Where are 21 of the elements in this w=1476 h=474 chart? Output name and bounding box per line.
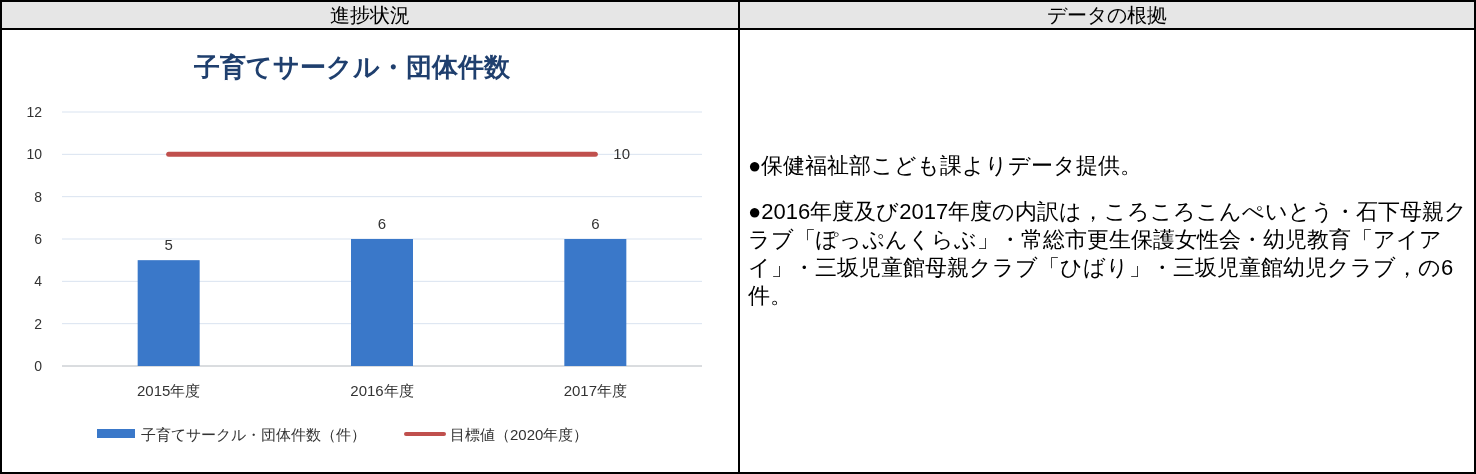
chart-title: 子育てサークル・団体件数 xyxy=(193,52,511,82)
y-tick-label: 12 xyxy=(26,104,43,120)
y-tick-label: 2 xyxy=(34,315,43,332)
y-tick-label: 0 xyxy=(34,358,43,374)
x-tick-label: 2015年度 xyxy=(136,382,201,399)
x-tick-label: 2016年度 xyxy=(350,382,414,399)
text: データの根拠 xyxy=(740,2,1474,30)
text: 進捗状況 xyxy=(2,2,740,30)
y-tick-label: 8 xyxy=(34,188,43,205)
data-label: 6 xyxy=(377,215,387,232)
data-label: 5 xyxy=(164,236,173,254)
y-tick-label: 4 xyxy=(34,273,43,290)
text: ●2016年度及び2017年度の内訳は，ころころこんぺいとう・石下母親クラブ「ぽっぷんくらぶ」・常総市更生保護女性会・幼児教育「アイアイ」・三坂児童館母親クラブ「ひばり」・三坂児童館幼児クラブ，の6件。 xyxy=(748,198,1468,310)
legend-label: 子育てサークル・団体件数（件） xyxy=(141,426,366,443)
text: ●保健福祉部こども課よりデータ提供。 xyxy=(748,152,1144,180)
y-tick-label: 6 xyxy=(34,231,43,247)
x-tick-label: 2017年度 xyxy=(563,382,628,399)
data-label: 10 xyxy=(613,145,631,163)
legend-label: 目標値（2020年度） xyxy=(450,426,589,443)
data-label: 6 xyxy=(591,215,600,232)
y-tick-label: 10 xyxy=(26,146,43,163)
